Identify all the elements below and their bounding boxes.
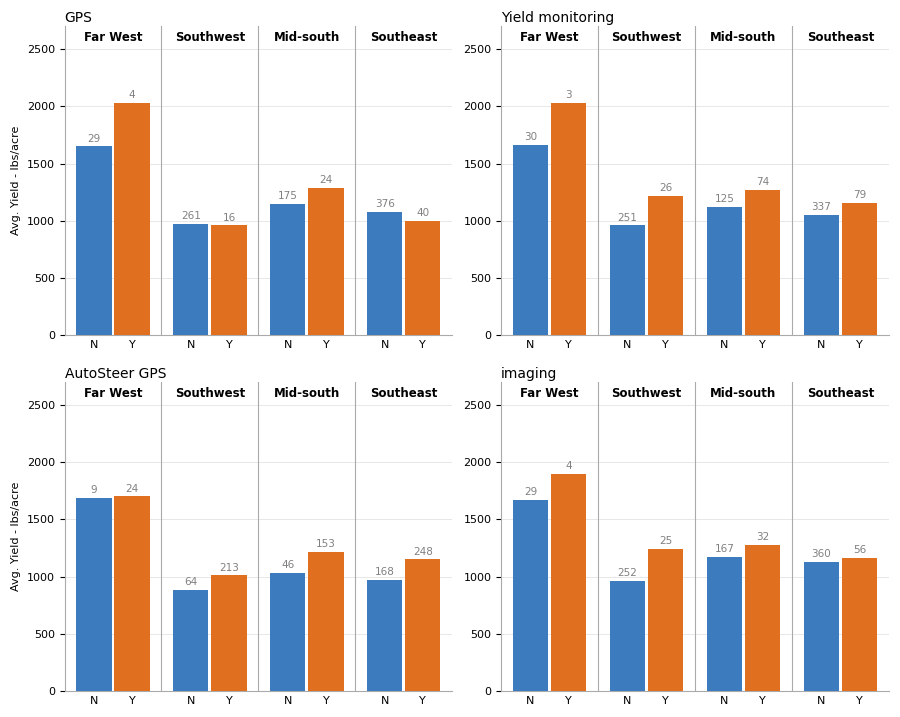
Text: 40: 40 — [417, 208, 429, 218]
Text: Far West: Far West — [520, 386, 579, 399]
Text: Far West: Far West — [520, 31, 579, 44]
Text: 24: 24 — [125, 483, 139, 493]
Bar — [706, 557, 742, 691]
Bar — [513, 146, 548, 336]
Text: imaging: imaging — [501, 367, 558, 381]
Bar — [270, 204, 305, 336]
Bar — [804, 561, 839, 691]
Text: Southwest: Southwest — [611, 386, 681, 399]
Text: 64: 64 — [184, 577, 197, 587]
Text: GPS: GPS — [65, 11, 93, 25]
Text: 26: 26 — [659, 184, 672, 194]
Bar — [842, 559, 877, 691]
Bar — [212, 576, 247, 691]
Text: 4: 4 — [565, 461, 572, 470]
Bar — [367, 580, 402, 691]
Text: 376: 376 — [374, 199, 394, 209]
Bar — [513, 500, 548, 691]
Text: 30: 30 — [524, 133, 537, 143]
Text: 360: 360 — [812, 549, 832, 559]
Bar — [610, 225, 645, 336]
Bar — [551, 473, 587, 691]
Text: Southwest: Southwest — [175, 386, 245, 399]
Text: Southeast: Southeast — [806, 31, 874, 44]
Bar — [173, 224, 209, 336]
Text: 29: 29 — [524, 487, 537, 497]
Bar — [842, 202, 877, 336]
Bar — [745, 190, 780, 336]
Text: 32: 32 — [756, 532, 770, 541]
Bar — [745, 544, 780, 691]
Text: 56: 56 — [853, 546, 866, 556]
Text: Yield monitoring: Yield monitoring — [501, 11, 615, 25]
Text: AutoSteer GPS: AutoSteer GPS — [65, 367, 166, 381]
Text: Mid-south: Mid-south — [274, 31, 340, 44]
Text: Southeast: Southeast — [370, 31, 437, 44]
Text: 175: 175 — [278, 191, 298, 201]
Text: 168: 168 — [374, 567, 394, 577]
Bar — [706, 207, 742, 336]
Bar — [270, 573, 305, 691]
Bar — [309, 188, 344, 336]
Text: 16: 16 — [222, 212, 236, 222]
Text: 337: 337 — [812, 202, 832, 212]
Bar — [648, 196, 683, 336]
Text: Mid-south: Mid-south — [710, 386, 777, 399]
Text: Mid-south: Mid-south — [710, 31, 777, 44]
Text: Southwest: Southwest — [175, 31, 245, 44]
Text: 46: 46 — [281, 560, 294, 570]
Bar — [610, 581, 645, 691]
Bar — [367, 212, 402, 336]
Text: 261: 261 — [181, 211, 201, 221]
Bar — [405, 221, 440, 336]
Bar — [173, 590, 209, 691]
Text: Southeast: Southeast — [370, 386, 437, 399]
Bar — [76, 146, 112, 336]
Y-axis label: Avg. Yield - lbs/acre: Avg. Yield - lbs/acre — [11, 126, 21, 235]
Bar — [76, 498, 112, 691]
Text: 74: 74 — [756, 177, 770, 187]
Bar — [405, 559, 440, 691]
Text: 9: 9 — [91, 485, 97, 495]
Bar — [114, 103, 149, 336]
Y-axis label: Avg. Yield - lbs/acre: Avg. Yield - lbs/acre — [11, 482, 21, 592]
Text: 213: 213 — [219, 563, 238, 573]
Text: 25: 25 — [659, 536, 672, 546]
Bar — [551, 103, 587, 336]
Text: 252: 252 — [617, 569, 637, 579]
Text: 153: 153 — [316, 539, 336, 549]
Text: 125: 125 — [715, 194, 734, 204]
Text: 167: 167 — [715, 544, 734, 554]
Text: 29: 29 — [87, 133, 101, 143]
Text: Southwest: Southwest — [611, 31, 681, 44]
Text: 4: 4 — [129, 90, 135, 100]
Text: 24: 24 — [320, 175, 332, 185]
Bar — [309, 552, 344, 691]
Bar — [648, 549, 683, 691]
Text: 251: 251 — [617, 212, 637, 222]
Bar — [804, 215, 839, 336]
Text: Far West: Far West — [84, 386, 142, 399]
Text: 3: 3 — [565, 90, 572, 100]
Bar — [212, 225, 247, 336]
Text: Mid-south: Mid-south — [274, 386, 340, 399]
Bar — [114, 496, 149, 691]
Text: Far West: Far West — [84, 31, 142, 44]
Text: Southeast: Southeast — [806, 386, 874, 399]
Text: 79: 79 — [853, 190, 866, 199]
Text: 248: 248 — [413, 546, 433, 556]
